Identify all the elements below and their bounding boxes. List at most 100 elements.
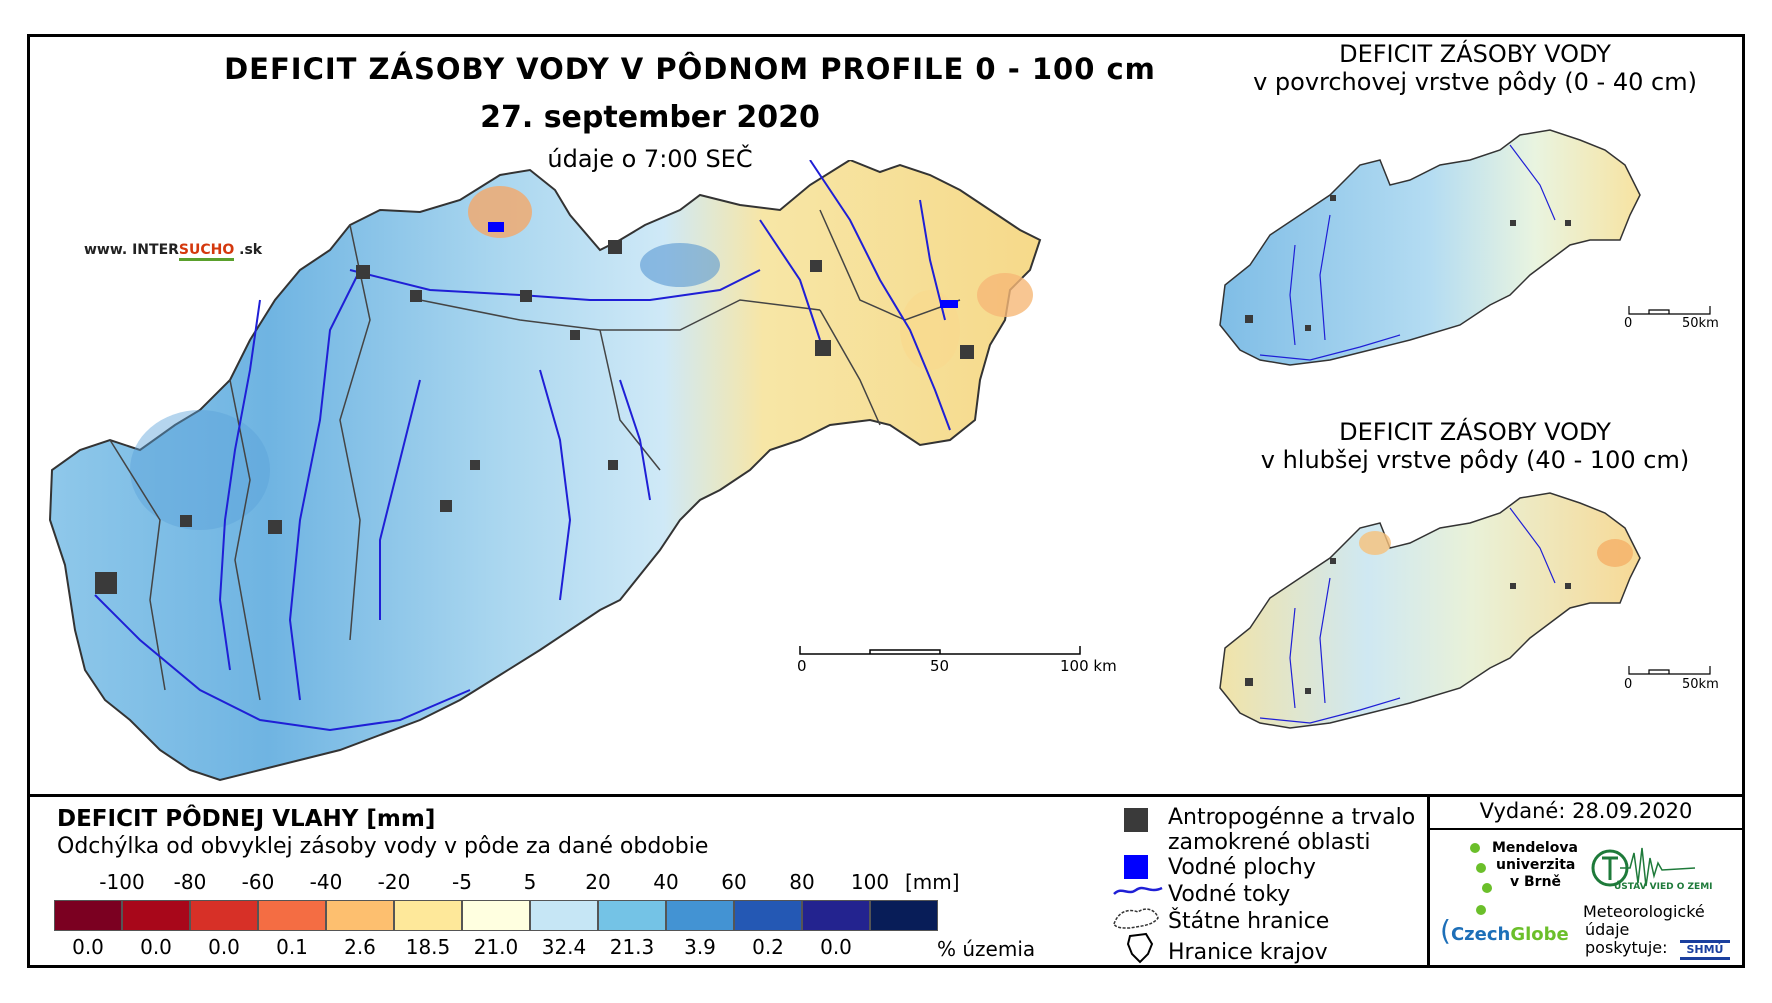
region-border-label: Hranice krajov — [1168, 940, 1328, 965]
legend-color-box — [802, 900, 870, 931]
river-icon — [1113, 886, 1163, 895]
meteo-line2: údaje — [1585, 920, 1630, 939]
urban-areas — [95, 240, 974, 594]
legend-color-box — [190, 900, 258, 931]
credits-panel — [1427, 794, 1745, 968]
mendel-logo-text: Mendelova univerzita v Brně — [1492, 840, 1578, 891]
main-map — [48, 160, 1042, 782]
mendel-line1: Mendelova — [1492, 840, 1578, 856]
legend-break-label: -5 — [452, 870, 472, 894]
legend-percent-value: 3.9 — [684, 935, 716, 959]
legend-color-box — [530, 900, 598, 931]
inset-bottom-outline — [1219, 492, 1641, 729]
legend-break-label: 20 — [585, 870, 611, 894]
legend-percent-value: 21.3 — [609, 935, 655, 959]
water-body-swatch — [1124, 855, 1148, 879]
legend-unit: [mm] — [905, 870, 960, 894]
legend-percent-value: 0.2 — [752, 935, 784, 959]
mendel-line3: v Brně — [1510, 874, 1562, 890]
legend-break-label: -60 — [241, 870, 275, 894]
czechglobe-text-a: Czech — [1450, 924, 1511, 945]
main-scale-label-100: 100 km — [1060, 657, 1117, 675]
inset-bottom-scale-50: 50km — [1682, 677, 1719, 692]
water-bodies — [488, 222, 958, 308]
legend-color-box — [462, 900, 530, 931]
state-border-label: Štátne hranice — [1168, 909, 1330, 934]
inset-top-scale-0: 0 — [1624, 316, 1633, 331]
inset-bottom-scale-0: 0 — [1624, 677, 1633, 692]
meteo-line1: Meteorologické — [1583, 902, 1705, 921]
mendel-logo-icon — [1470, 843, 1492, 915]
main-scale-label-0: 0 — [797, 657, 807, 675]
legend-color-box — [734, 900, 802, 931]
inset-top-title-line1: DEFICIT ZÁSOBY VODY — [1339, 40, 1611, 68]
shmu-logo: SHMÚ — [1680, 940, 1730, 960]
legend-color-box — [326, 900, 394, 931]
inset-top-title: DEFICIT ZÁSOBY VODY v povrchovej vrstve … — [1230, 40, 1720, 96]
inset-top-map — [1219, 129, 1641, 366]
legend-break-label: -100 — [99, 870, 145, 894]
uvz-logo-text: ÚSTAV VIED O ZEMI — [1614, 882, 1713, 892]
legend-break-label: 5 — [523, 870, 537, 894]
region-border-icon — [1126, 932, 1154, 964]
inset-bottom-map — [1219, 492, 1641, 729]
czechglobe-text-b: Globe — [1510, 924, 1569, 945]
website-link[interactable]: www. INTERSUCHO .sk — [84, 242, 263, 261]
legend-percent-label: % územia — [937, 937, 1036, 961]
legend-break-label: 100 — [850, 870, 890, 894]
legend-title: DEFICIT PÔDNEJ VLAHY [mm] — [57, 806, 436, 832]
shmu-logo-text: SHMÚ — [1686, 943, 1724, 956]
water-body-label: Vodné plochy — [1168, 855, 1316, 880]
legend-break-label: -20 — [377, 870, 411, 894]
legend-color-box — [598, 900, 666, 931]
website-suffix: .sk — [234, 242, 263, 258]
legend-break-label: 80 — [789, 870, 815, 894]
issued-date: Vydané: 28.09.2020 — [1427, 794, 1745, 830]
website-prefix: www. INTER — [84, 242, 179, 258]
inset-top-scale-bar — [1628, 306, 1711, 315]
state-border-icon — [1113, 908, 1159, 929]
main-scale-bar — [799, 646, 1081, 655]
legend-panel — [27, 794, 1745, 968]
inset-bottom-scale-bar — [1628, 666, 1711, 675]
meteo-provider-text: Meteorologické údaje poskytuje: — [1583, 903, 1705, 957]
mendel-line2: univerzita — [1496, 857, 1576, 873]
legend-color-box — [394, 900, 462, 931]
legend-percent-value: 0.0 — [72, 935, 104, 959]
urban-area-label-line2: zamokrené oblasti — [1168, 830, 1371, 855]
legend-subtitle: Odchýlka od obvyklej zásoby vody v pôde … — [57, 834, 709, 859]
uvz-logo-icon — [1591, 847, 1696, 887]
legend-percent-value: 21.0 — [473, 935, 519, 959]
czechglobe-logo: (CzechGlobe — [1440, 914, 1569, 947]
legend-percent-value: 32.4 — [541, 935, 587, 959]
legend-color-box — [54, 900, 122, 931]
inset-bottom-title: DEFICIT ZÁSOBY VODY v hlubšej vrstve pôd… — [1230, 418, 1720, 474]
legend-percent-value: 0.0 — [820, 935, 852, 959]
main-map-time: údaje o 7:00 SEČ — [547, 145, 753, 173]
legend-percent-value: 0.1 — [276, 935, 308, 959]
legend-color-box — [870, 900, 938, 931]
legend-color-box — [122, 900, 190, 931]
meteo-line3: poskytuje: — [1585, 938, 1668, 957]
legend-break-label: 40 — [653, 870, 679, 894]
main-map-title: DEFICIT ZÁSOBY VODY V PÔDNOM PROFILE 0 -… — [224, 52, 1156, 86]
inset-top-title-line2: v povrchovej vrstve pôdy (0 - 40 cm) — [1253, 68, 1697, 96]
urban-area-label: Antropogénne a trvalo zamokrené oblasti — [1168, 805, 1415, 855]
legend-break-label: 60 — [721, 870, 747, 894]
inset-top-scale-50: 50km — [1682, 316, 1719, 331]
main-scale-label-50: 50 — [930, 657, 950, 675]
legend-color-box — [258, 900, 326, 931]
website-highlight: SUCHO — [178, 242, 235, 261]
inset-top-outline — [1219, 129, 1641, 366]
legend-percent-value: 18.5 — [405, 935, 451, 959]
urban-area-label-line1: Antropogénne a trvalo — [1168, 805, 1416, 830]
region-borders — [109, 209, 961, 701]
legend-break-label: -80 — [173, 870, 207, 894]
legend-percent-value: 0.0 — [208, 935, 240, 959]
legend-percent-value: 2.6 — [344, 935, 376, 959]
main-map-date: 27. september 2020 — [480, 100, 820, 135]
urban-area-swatch — [1124, 808, 1148, 832]
inset-bottom-title-line2: v hlubšej vrstve pôdy (40 - 100 cm) — [1260, 446, 1690, 474]
legend-break-label: -40 — [309, 870, 343, 894]
river-label: Vodné toky — [1168, 882, 1291, 907]
